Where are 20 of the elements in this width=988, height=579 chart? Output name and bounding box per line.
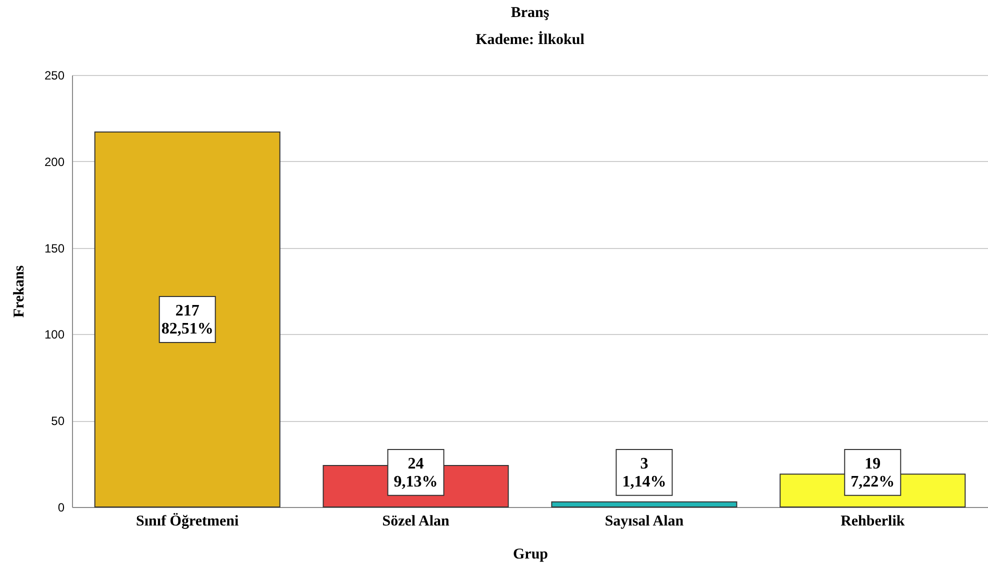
chart-subtitle: Kademe: İlkokul — [476, 31, 584, 48]
y-tick-label: 100 — [44, 328, 65, 342]
x-tick-label: Sınıf Öğretmeni — [136, 512, 239, 530]
x-axis-title: Grup — [512, 546, 548, 562]
chart-title: Branş — [510, 5, 550, 21]
data-label: 3 1,14% — [622, 455, 666, 490]
y-tick-label: 150 — [44, 241, 65, 256]
data-label: 19 7,22% — [850, 455, 895, 490]
y-tick-label: 50 — [51, 414, 65, 428]
y-tick-label: 0 — [58, 500, 65, 514]
y-tick-label: 200 — [44, 154, 65, 169]
x-tick-label: Sayısal Alan — [604, 514, 684, 530]
x-tick-label: Rehberlik — [840, 514, 906, 530]
x-tick-label: Sözel Alan — [382, 514, 450, 530]
bar — [94, 132, 280, 508]
y-axis-title: Frekans — [11, 265, 28, 318]
bar — [551, 501, 738, 508]
data-label: 217 82,51% — [161, 302, 214, 338]
data-label: 24 9,13% — [394, 455, 438, 490]
y-tick-label: 250 — [44, 68, 65, 82]
